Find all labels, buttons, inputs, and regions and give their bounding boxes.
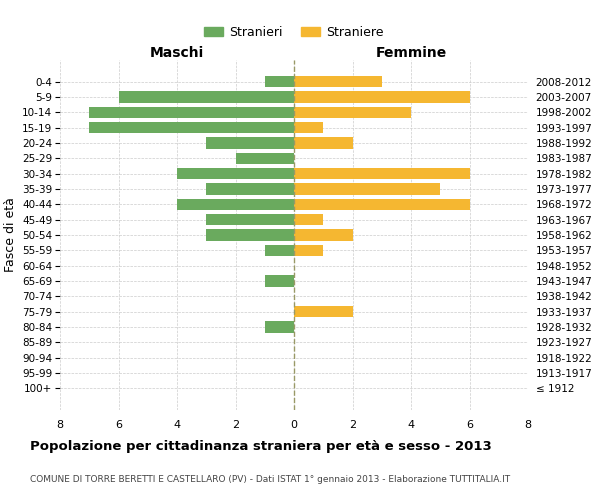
Text: Femmine: Femmine [376,46,446,60]
Bar [265,276,294,287]
Text: Popolazione per cittadinanza straniera per età e sesso - 2013: Popolazione per cittadinanza straniera p… [30,440,492,453]
Bar [294,76,382,88]
Text: COMUNE DI TORRE BERETTI E CASTELLARO (PV) - Dati ISTAT 1° gennaio 2013 - Elabora: COMUNE DI TORRE BERETTI E CASTELLARO (PV… [30,475,510,484]
Text: Maschi: Maschi [150,46,204,60]
Bar [265,76,294,88]
Bar [89,122,294,134]
Bar [294,229,353,241]
Bar [294,183,440,194]
Y-axis label: Anni di nascita: Anni di nascita [598,188,600,281]
Bar [294,214,323,226]
Bar [177,198,294,210]
Legend: Stranieri, Straniere: Stranieri, Straniere [199,21,389,44]
Bar [235,152,294,164]
Bar [89,106,294,118]
Bar [265,244,294,256]
Bar [265,322,294,333]
Bar [294,106,411,118]
Bar [119,91,294,102]
Bar [294,122,323,134]
Y-axis label: Fasce di età: Fasce di età [4,198,17,272]
Bar [206,137,294,148]
Bar [206,229,294,241]
Bar [177,168,294,179]
Bar [294,168,470,179]
Bar [294,137,353,148]
Bar [206,183,294,194]
Bar [294,91,470,102]
Bar [294,244,323,256]
Bar [206,214,294,226]
Bar [294,306,353,318]
Bar [294,198,470,210]
